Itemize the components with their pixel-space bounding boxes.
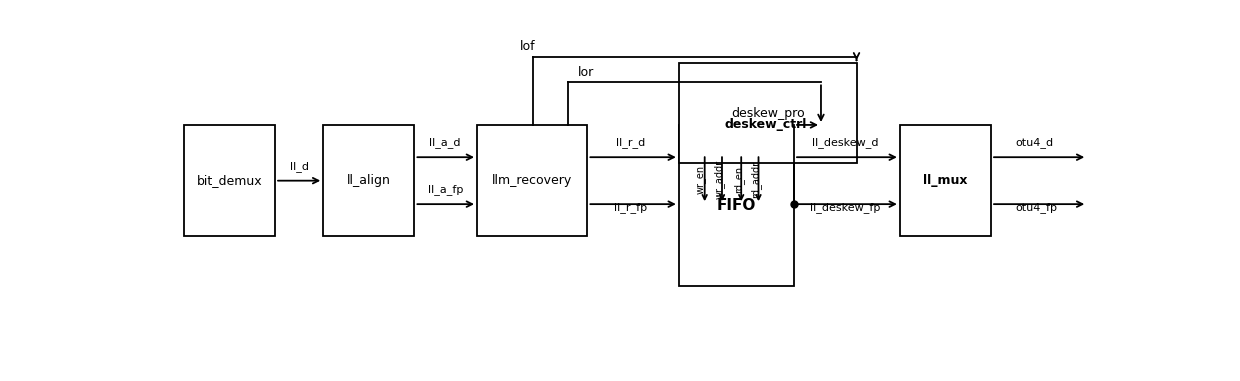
Text: deskew_ctrl: deskew_ctrl [724,118,807,131]
Text: FIFO: FIFO [717,198,756,213]
Bar [184,125,275,236]
Text: ll_a_fp: ll_a_fp [428,184,463,195]
Text: lor: lor [578,66,594,78]
Text: ll_d: ll_d [290,161,309,172]
Text: ll_deskew_fp: ll_deskew_fp [810,202,880,213]
Text: ll_mux: ll_mux [923,174,967,187]
Bar [900,125,991,236]
Bar [711,96,821,154]
Text: bit_demux: bit_demux [197,174,263,187]
Text: wr_en: wr_en [697,165,707,194]
Bar [324,125,414,236]
Text: deskew_pro: deskew_pro [730,107,805,120]
Text: ll_deskew_d: ll_deskew_d [812,138,878,148]
Text: llm_recovery: llm_recovery [492,174,573,187]
Text: lof: lof [521,40,536,53]
Bar [678,125,794,286]
Text: ll_a_d: ll_a_d [429,138,461,148]
Bar [678,63,857,163]
Text: wr_addr: wr_addr [714,160,724,199]
Text: ll_r_fp: ll_r_fp [614,202,647,213]
Text: rd_addr: rd_addr [750,161,761,198]
Bar [477,125,588,236]
Text: ll_align: ll_align [347,174,391,187]
Text: otu4_fp: otu4_fp [1016,202,1056,213]
Text: otu4_d: otu4_d [1016,138,1053,148]
Text: rd_en: rd_en [733,166,744,193]
Text: ll_r_d: ll_r_d [616,138,645,148]
